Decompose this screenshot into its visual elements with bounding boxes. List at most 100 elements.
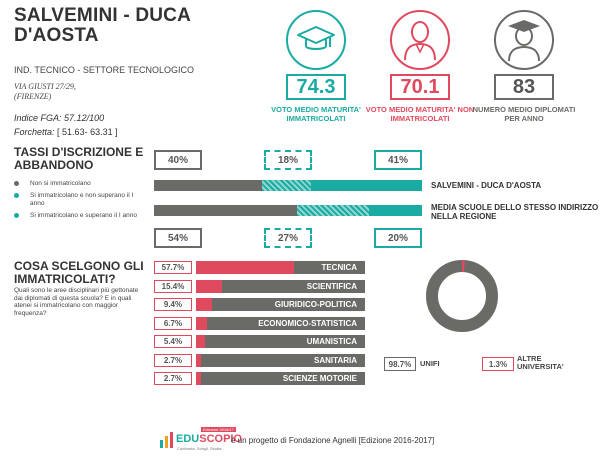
area-pct: 57.7%	[154, 261, 192, 274]
donut-other-slice	[426, 260, 498, 332]
legend-item: Si immatricolano e non superano il I ann…	[14, 192, 139, 208]
area-pct: 9.4%	[154, 298, 192, 311]
bar-enrolled-pass	[368, 205, 422, 216]
graduation-cap-icon-circle	[286, 10, 346, 70]
school-name: SALVEMINI - DUCA D'AOSTA	[14, 5, 191, 46]
region-stacked-bar	[154, 205, 422, 216]
legend-dot	[14, 213, 19, 218]
numero-diplomati-caption: NUMERO MEDIO DIPLOMATI PER ANNO	[472, 105, 576, 123]
area-bar-fill	[196, 335, 206, 348]
legend-dot	[14, 181, 19, 186]
area-pct: 6.7%	[154, 316, 192, 330]
area-bar-fill	[196, 261, 294, 274]
areas-chart: 57.7% TECNICA 15.4% SCIENTIFICA 9.4% GIURID…	[154, 261, 369, 391]
area-bar: SCIENZE MOTORIE	[196, 372, 365, 385]
area-name: SCIENTIFICA	[306, 281, 357, 291]
area-row: 15.4% SCIENTIFICA	[154, 279, 369, 293]
legend-dot	[14, 193, 19, 198]
school-bar-label: SALVEMINI - DUCA D'AOSTA	[431, 181, 542, 190]
graduation-cap-icon	[297, 26, 335, 50]
brand-scopio: SCOPIO	[199, 433, 243, 445]
unifi-label: UNIFI	[420, 359, 440, 368]
area-pct: 2.7%	[154, 372, 192, 385]
region-bar-label: MEDIA SCUOLE DELLO STESSO INDIRIZZO NELL…	[431, 203, 599, 221]
other-uni-label: ALTRE UNIVERSITA'	[517, 354, 564, 371]
area-name: UMANISTICA	[306, 337, 357, 346]
area-name: ECONOMICO-STATISTICA	[258, 318, 357, 328]
school-enrolled-dropout-pct: 18%	[264, 150, 312, 170]
legend-label: Si immatricolano e non superano il I ann…	[30, 192, 134, 207]
voto-non-immatricolati-value: 70.1	[390, 74, 450, 100]
forchetta-label: Forchetta:	[14, 127, 55, 137]
bar-not-enrolled	[154, 180, 263, 191]
region-not-enrolled-pct: 54%	[154, 228, 202, 248]
eduscopio-logo: Edizione 2016/17 EDUSCOPIO Confronta. Sc…	[160, 427, 242, 452]
area-bar: TECNICA	[196, 261, 365, 274]
school-type: IND. TECNICO - SETTORE TECNOLOGICO	[14, 65, 195, 75]
legend-label: Non si immatricolano	[30, 180, 91, 187]
bar-not-enrolled	[154, 205, 298, 216]
legend-label: Si immatricolano e superano il I anno	[30, 212, 137, 219]
area-bar-fill	[196, 298, 212, 311]
area-bar-fill	[196, 279, 223, 293]
donut-unifi-slice	[426, 260, 498, 332]
address-line-1: VIA GIUSTI 27/29,	[14, 82, 76, 91]
person-icon	[404, 21, 436, 60]
legend-item: Non si immatricolano	[14, 180, 139, 188]
fga-label: Indice FGA:	[14, 113, 62, 123]
legend-item: Si immatricolano e superano il I anno	[14, 212, 139, 220]
dropout-title: TASSI D'ISCRIZIONE E ABBANDONO	[14, 145, 144, 172]
area-bar: SCIENTIFICA	[196, 279, 365, 293]
bars-logo-icon	[160, 432, 173, 448]
area-name: SCIENZE MOTORIE	[282, 374, 357, 383]
fga-value: 57.12/100	[64, 113, 105, 123]
edition-tag: Edizione 2016/17	[201, 427, 236, 432]
bar-enrolled-dropout	[262, 180, 311, 191]
voto-immatricolati-value: 74.3	[286, 74, 346, 100]
person-icon-circle	[390, 10, 450, 70]
area-pct: 2.7%	[154, 353, 192, 367]
choices-title: COSA SCELGONO GLI IMMATRICOLATI?	[14, 259, 144, 286]
bar-enrolled-pass	[311, 180, 422, 191]
brand-edu: EDU	[176, 433, 200, 445]
area-bar: SANITARIA	[196, 353, 365, 367]
area-row: 2.7% SANITARIA	[154, 353, 369, 367]
address-line-2: (FIRENZE)	[14, 92, 52, 101]
area-row: 9.4% GIURIDICO-POLITICA	[154, 298, 369, 311]
voto-immatricolati-caption: VOTO MEDIO MATURITA' IMMATRICOLATI	[271, 105, 361, 123]
numero-diplomati-value: 83	[494, 74, 554, 100]
area-bar: UMANISTICA	[196, 335, 365, 348]
area-row: 6.7% ECONOMICO-STATISTICA	[154, 316, 369, 330]
area-bar: ECONOMICO-STATISTICA	[196, 316, 365, 330]
graduate-person-icon-circle	[494, 10, 554, 70]
region-enrolled-pass-pct: 20%	[374, 228, 422, 248]
area-pct: 15.4%	[154, 279, 192, 293]
area-name: TECNICA	[321, 263, 357, 272]
universities-donut	[426, 260, 498, 332]
area-bar: GIURIDICO-POLITICA	[196, 298, 365, 311]
area-name: GIURIDICO-POLITICA	[274, 300, 357, 309]
unifi-pct: 98.7%	[384, 357, 416, 371]
other-uni-pct: 1.3%	[482, 357, 514, 371]
voto-non-immatricolati-caption: VOTO MEDIO MATURITA' NON IMMATRICOLATI	[365, 105, 475, 123]
school-enrolled-pass-pct: 41%	[374, 150, 422, 170]
brand-name: EDUSCOPIO	[176, 433, 242, 445]
area-bar-fill	[196, 316, 208, 330]
region-enrolled-dropout-pct: 27%	[264, 228, 312, 248]
footer-text: è un progetto di Fondazione Agnelli [Edi…	[231, 436, 435, 445]
area-row: 5.4% UMANISTICA	[154, 335, 369, 348]
forchetta-value: [ 51.63- 63.31 ]	[57, 127, 118, 137]
graduate-person-icon	[508, 20, 540, 61]
area-bar-fill	[196, 372, 201, 385]
brand-tagline: Confronta. Scegli. Studia.	[177, 446, 223, 451]
forchetta: Forchetta: [ 51.63- 63.31 ]	[14, 127, 118, 137]
school-address: VIA GIUSTI 27/29, (FIRENZE)	[14, 82, 76, 102]
area-row: 2.7% SCIENZE MOTORIE	[154, 372, 369, 385]
area-bar-fill	[196, 353, 201, 367]
school-stacked-bar	[154, 180, 422, 191]
school-not-enrolled-pct: 40%	[154, 150, 202, 170]
area-pct: 5.4%	[154, 335, 192, 348]
fga-index: Indice FGA: 57.12/100	[14, 113, 104, 123]
area-row: 57.7% TECNICA	[154, 261, 369, 274]
choices-question: Quali sono le aree disciplinari più gett…	[14, 287, 139, 317]
